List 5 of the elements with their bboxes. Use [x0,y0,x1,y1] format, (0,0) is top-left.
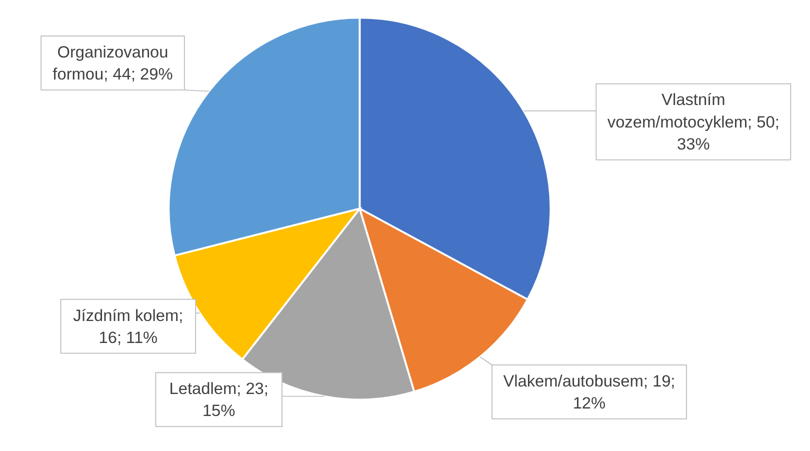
slice-label: Organizovanou formou; 44; 29% [52,43,173,84]
slice-label: Vlastním vozem/motocyklem; 50; 33% [607,91,780,154]
slice-label: Vlakem/autobusem; 19; 12% [503,372,676,412]
slice-label: Jízdním kolem; 16; 11% [73,306,184,347]
slice-label: Letadlem; 23; 15% [169,380,268,420]
